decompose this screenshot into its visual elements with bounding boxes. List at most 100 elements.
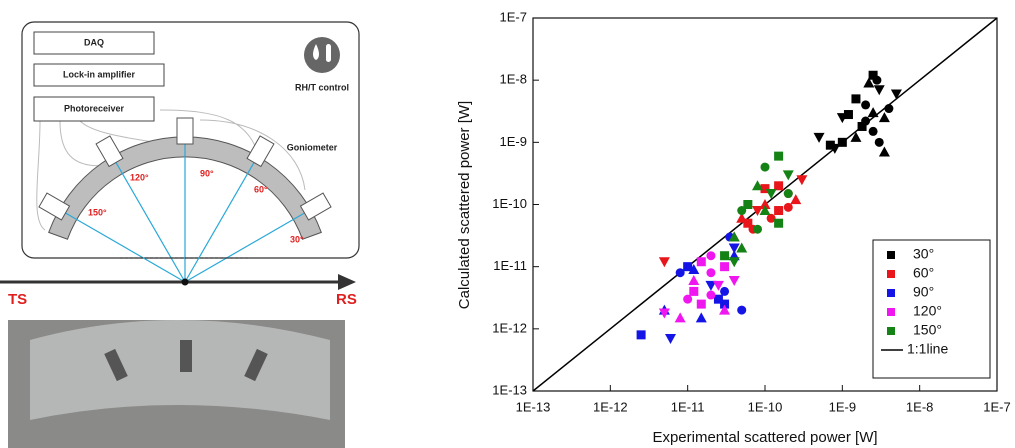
point [636, 330, 646, 340]
point [873, 85, 885, 96]
legend-swatch [887, 270, 895, 278]
point [728, 243, 740, 254]
point [878, 146, 890, 157]
x-tick-label: 1E-12 [593, 399, 628, 414]
point [720, 299, 730, 309]
point [760, 162, 770, 172]
point [759, 205, 771, 216]
legend-label: 90° [913, 284, 934, 300]
point [752, 206, 764, 217]
point [790, 194, 802, 205]
point [851, 94, 861, 104]
point [861, 100, 871, 110]
point [713, 294, 723, 304]
y-tick-label: 1E-12 [492, 320, 527, 335]
point [837, 137, 847, 147]
point [737, 206, 747, 216]
detector-30 [184, 192, 332, 283]
y-tick-label: 1E-13 [492, 382, 527, 397]
legend-swatch [887, 289, 895, 297]
point [728, 257, 740, 268]
point [688, 274, 700, 285]
photo-detector [244, 348, 268, 382]
x-tick-label: 1E-10 [748, 399, 783, 414]
point [766, 213, 776, 223]
point [753, 224, 763, 234]
point [706, 268, 716, 278]
point [774, 206, 784, 216]
cables [36, 109, 306, 231]
detector-120 [95, 135, 186, 283]
point [867, 107, 879, 118]
rs-label: RS [336, 291, 357, 308]
point [774, 151, 784, 161]
angle-label: 120° [130, 172, 149, 182]
x-tick-label: 1E-8 [906, 399, 933, 414]
angle-label: 90° [200, 168, 214, 178]
legend-swatch [887, 327, 895, 335]
point [712, 280, 724, 291]
point [872, 75, 882, 85]
legend-label: 60° [913, 265, 934, 281]
point [689, 286, 699, 296]
point [706, 290, 716, 300]
point [783, 189, 793, 199]
point [868, 126, 878, 136]
angle-label: 150° [88, 207, 107, 217]
point [843, 110, 853, 120]
legend-label: 1:1line [907, 341, 948, 357]
point [743, 200, 753, 209]
y-tick-label: 1E-8 [500, 72, 527, 87]
point [782, 170, 794, 181]
detector-90 [176, 117, 194, 282]
y-tick-label: 1E-10 [492, 196, 527, 211]
photo-detector [104, 348, 128, 382]
photoreceiver-label: Photoreceiver [64, 103, 125, 113]
angle-label: 60° [254, 184, 268, 194]
lockin-label: Lock-in amplifier [63, 69, 136, 79]
goniometer-label: Goniometer [287, 142, 338, 152]
point [675, 268, 685, 278]
detector-150 [38, 192, 186, 283]
daq-box [33, 31, 155, 55]
lockin-box [33, 63, 165, 87]
y-tick-label: 1E-7 [500, 9, 527, 24]
y-tick-label: 1E-11 [493, 258, 527, 273]
drop-icon [313, 44, 319, 60]
point [861, 116, 871, 126]
detector-60 [184, 135, 275, 283]
point [884, 104, 894, 114]
ts-label: TS [8, 291, 27, 308]
point [736, 212, 748, 223]
point [765, 189, 777, 200]
point [850, 131, 862, 142]
point [760, 184, 770, 194]
point [720, 286, 730, 296]
point [696, 299, 706, 309]
point [674, 312, 686, 323]
point [752, 180, 764, 191]
point [890, 89, 902, 100]
point [695, 312, 707, 323]
point [878, 112, 890, 123]
point [658, 257, 670, 268]
photoreceiver-box [33, 96, 155, 122]
arrow-head [338, 274, 356, 290]
point [774, 181, 784, 191]
legend-label: 30° [913, 246, 934, 262]
setup-diagram: DAQ Lock-in amplifier Photoreceiver RH/T… [0, 21, 360, 448]
x-tick-label: 1E-11 [671, 399, 705, 414]
legend-swatch [887, 308, 895, 316]
x-tick-label: 1E-7 [983, 399, 1010, 414]
thermo-icon [326, 44, 331, 62]
point [683, 294, 693, 304]
point [813, 132, 825, 143]
x-tick-label: 1E-13 [516, 399, 551, 414]
point [874, 137, 884, 147]
point [720, 251, 730, 261]
point [705, 280, 717, 291]
x-axis-title: Experimental scattered power [W] [652, 429, 877, 446]
point [696, 257, 706, 267]
point [825, 140, 835, 150]
